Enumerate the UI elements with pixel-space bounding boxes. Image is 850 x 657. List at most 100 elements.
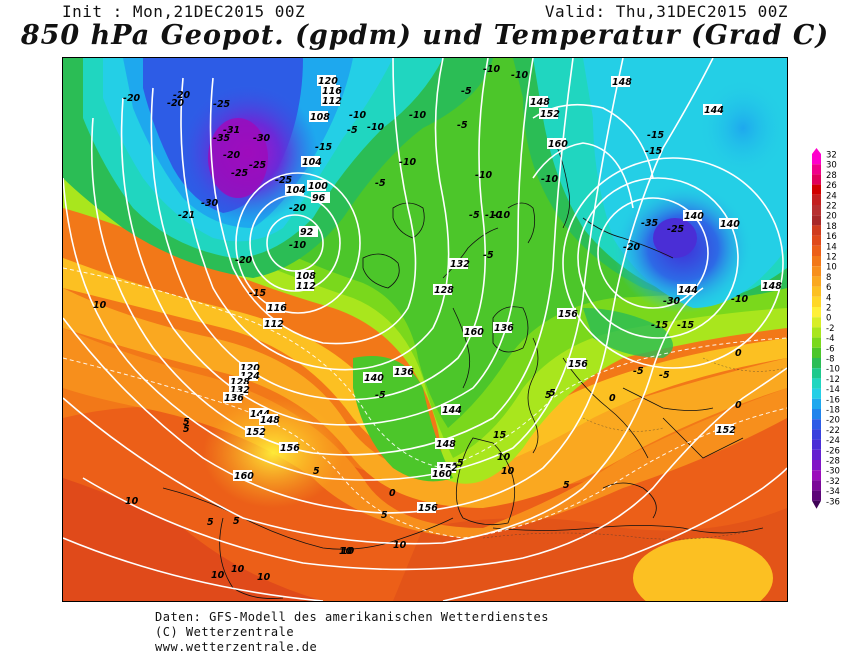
svg-text:-20: -20 — [167, 98, 185, 109]
legend-tick-label: -14 — [826, 385, 840, 395]
valid-time-label: Valid: Thu,31DEC2015 00Z — [544, 2, 788, 21]
legend-swatch — [812, 225, 821, 236]
svg-text:116: 116 — [322, 86, 342, 97]
svg-text:0: 0 — [389, 488, 396, 499]
svg-text:-5: -5 — [375, 178, 386, 189]
svg-text:5: 5 — [183, 424, 190, 435]
svg-text:116: 116 — [267, 303, 287, 314]
legend-tick-label: -12 — [826, 375, 840, 385]
svg-text:128: 128 — [230, 377, 250, 388]
legend-swatch — [812, 368, 821, 379]
svg-text:-10: -10 — [399, 157, 417, 168]
svg-text:-15: -15 — [249, 288, 267, 299]
svg-text:0: 0 — [735, 348, 742, 359]
svg-text:5: 5 — [233, 516, 240, 527]
svg-text:-20: -20 — [235, 255, 253, 266]
svg-text:-15: -15 — [677, 320, 695, 331]
legend-tick-label: 20 — [826, 212, 837, 222]
svg-text:10: 10 — [393, 540, 407, 551]
svg-text:15: 15 — [493, 430, 507, 441]
legend-swatch — [812, 439, 821, 450]
svg-text:10: 10 — [231, 564, 245, 575]
svg-text:156: 156 — [418, 503, 438, 514]
svg-text:136: 136 — [494, 323, 514, 334]
svg-text:132: 132 — [450, 259, 470, 270]
website-link[interactable]: www.wetterzentrale.de — [155, 640, 318, 654]
svg-text:108: 108 — [296, 271, 316, 282]
legend-swatch — [812, 276, 821, 287]
svg-text:-5: -5 — [469, 210, 480, 221]
svg-text:112: 112 — [296, 281, 316, 292]
legend-swatch — [812, 388, 821, 399]
legend-swatch — [812, 235, 821, 246]
svg-text:-25: -25 — [249, 160, 267, 171]
svg-text:10: 10 — [501, 466, 515, 477]
legend-swatch — [812, 419, 821, 430]
svg-text:148: 148 — [530, 97, 550, 108]
legend-swatch — [812, 164, 821, 175]
legend-tick-label: -2 — [826, 324, 834, 334]
svg-text:5: 5 — [563, 480, 570, 491]
svg-text:-21: -21 — [178, 210, 195, 221]
svg-text:0: 0 — [735, 400, 742, 411]
legend-swatch — [812, 347, 821, 358]
legend-swatch — [812, 154, 821, 165]
temperature-labels: -20 -20 -25 -20 -31 -35 -30 -25 -20 -25 … — [93, 64, 749, 583]
legend-swatch — [812, 480, 821, 491]
svg-text:-25: -25 — [275, 175, 293, 186]
legend-tick-label: 18 — [826, 222, 837, 232]
legend-tick-label: 14 — [826, 242, 837, 252]
svg-text:136: 136 — [394, 367, 414, 378]
legend-tick-label: 2 — [826, 304, 831, 314]
svg-text:-30: -30 — [253, 133, 271, 144]
legend-swatch — [812, 307, 821, 318]
svg-text:148: 148 — [762, 281, 782, 292]
svg-text:128: 128 — [434, 285, 454, 296]
legend-swatch — [812, 194, 821, 205]
legend-tick-label: 24 — [826, 191, 837, 201]
legend-tick-label: -8 — [826, 355, 834, 365]
svg-text:124: 124 — [240, 371, 260, 382]
svg-text:144: 144 — [442, 405, 462, 416]
weather-map: 120 116 112 108 104 100 96 92 104 108 11… — [62, 57, 788, 602]
chart-title: 850 hPa Geopot. (gpdm) und Temperatur (G… — [20, 20, 830, 51]
svg-text:160: 160 — [464, 327, 484, 338]
svg-text:152: 152 — [716, 425, 736, 436]
legend-tick-label: -24 — [826, 436, 840, 446]
svg-text:100: 100 — [308, 181, 328, 192]
init-time-label: Init : Mon,21DEC2015 00Z — [62, 2, 306, 21]
svg-text:156: 156 — [558, 309, 578, 320]
temperature-legend: 32 30 28 26 24 22 20 18 16 14 12 10 8 6 4 2 0 -2 -4 -6 -8 -10… — [812, 148, 848, 516]
svg-text:-30: -30 — [201, 198, 219, 209]
svg-text:-15: -15 — [315, 142, 333, 153]
svg-text:-20: -20 — [223, 150, 241, 161]
svg-text:148: 148 — [612, 77, 632, 88]
svg-text:10: 10 — [339, 546, 353, 557]
legend-tick-label: -26 — [826, 446, 840, 456]
legend-tick-label: 4 — [826, 293, 831, 303]
svg-text:-15: -15 — [645, 146, 663, 157]
svg-text:10: 10 — [257, 572, 271, 583]
legend-tick-label: 8 — [826, 273, 831, 283]
legend-tick-label: 32 — [826, 151, 837, 161]
svg-text:-10: -10 — [483, 64, 501, 75]
svg-text:10: 10 — [211, 570, 225, 581]
svg-text:10: 10 — [125, 496, 139, 507]
svg-text:10: 10 — [497, 452, 511, 463]
legend-swatch — [812, 378, 821, 389]
legend-swatch — [812, 337, 821, 348]
svg-text:148: 148 — [436, 439, 456, 450]
legend-swatch — [812, 215, 821, 226]
legend-tick-label: -36 — [826, 497, 840, 507]
svg-text:136: 136 — [224, 393, 244, 404]
svg-text:160: 160 — [432, 469, 452, 480]
svg-text:132: 132 — [230, 385, 250, 396]
legend-tick-label: -30 — [826, 467, 840, 477]
svg-text:148: 148 — [260, 415, 280, 426]
svg-text:140: 140 — [720, 219, 740, 230]
svg-text:-25: -25 — [231, 168, 249, 179]
legend-swatch — [812, 327, 821, 338]
svg-text:96: 96 — [312, 193, 326, 204]
svg-text:5: 5 — [545, 390, 552, 401]
svg-text:-5: -5 — [483, 250, 494, 261]
